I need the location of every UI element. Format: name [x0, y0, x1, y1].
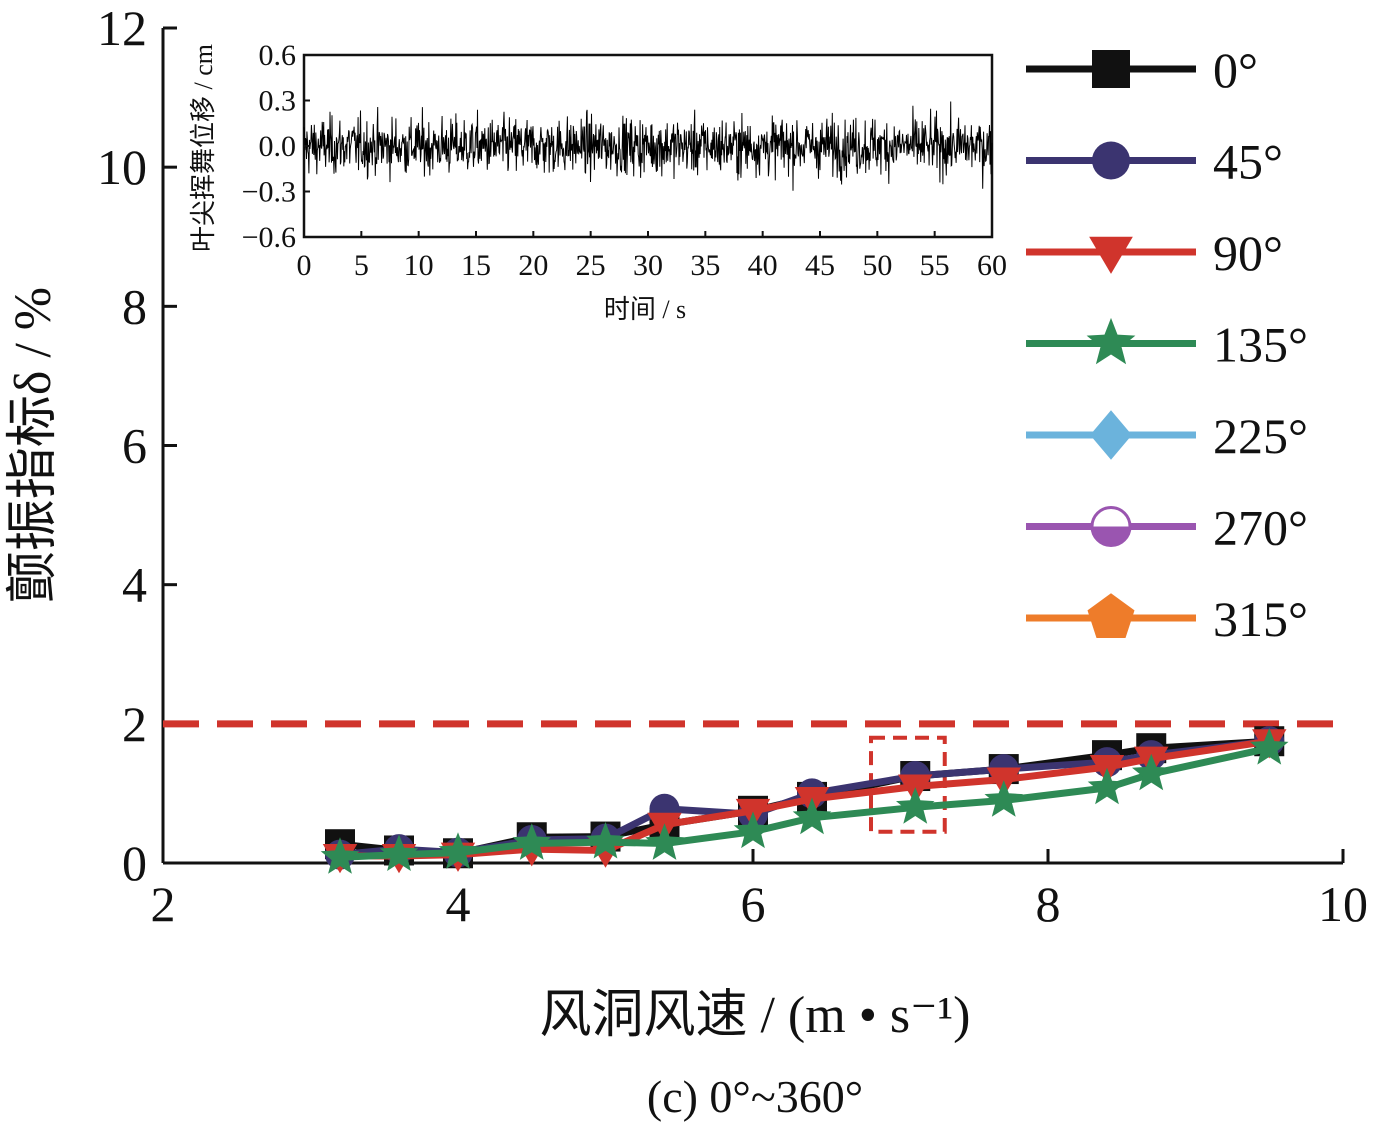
legend-label: 135°	[1213, 317, 1308, 373]
inset-x-tick-label: 45	[805, 249, 835, 282]
y-tick-label: 10	[97, 139, 147, 195]
figure-caption: (c) 0°~360°	[647, 1071, 863, 1122]
legend: 0° 45° 90° 135° 225° 270° 315°	[1026, 42, 1308, 647]
triangle-marker	[1089, 236, 1133, 274]
legend-item: 0°	[1026, 42, 1258, 98]
y-tick-label: 4	[122, 557, 147, 613]
legend-label: 315°	[1213, 591, 1308, 647]
half-circle-outline	[1090, 506, 1132, 547]
legend-label: 90°	[1213, 225, 1283, 281]
inset-y-tick-label: 0.0	[259, 130, 297, 163]
star-marker	[320, 837, 360, 874]
inset-signal	[303, 101, 993, 191]
star-marker	[1250, 727, 1289, 765]
inset-x-tick-label: 50	[862, 249, 892, 282]
inset-x-tick-label: 60	[977, 249, 1007, 282]
half-circle-bottom	[1092, 526, 1130, 546]
legend-label: 45°	[1213, 134, 1283, 190]
legend-item: 270°	[1026, 500, 1308, 556]
inset-y-tick-label: −0.6	[242, 221, 296, 254]
star-marker	[792, 797, 832, 835]
inset-x-tick-label: 55	[920, 249, 950, 282]
circle-marker	[1092, 141, 1130, 180]
series-3	[320, 727, 1289, 874]
x-tick-label: 4	[446, 876, 471, 932]
inset-x-tick-label: 20	[518, 249, 548, 282]
star-marker	[1087, 767, 1127, 805]
star-marker	[896, 787, 935, 824]
star-marker	[586, 821, 625, 859]
pentagon-marker	[1087, 593, 1135, 638]
star-marker	[1132, 753, 1171, 791]
star-marker	[512, 823, 551, 860]
star-marker	[379, 834, 419, 871]
diamond-marker	[1090, 410, 1132, 460]
legend-item: 90°	[1026, 225, 1283, 281]
y-tick-label: 2	[122, 696, 147, 752]
legend-item: 315°	[1026, 591, 1308, 647]
inset-chart: 0 5 10 15 20 25 30 35 40 45 50 55 60 −0.6 −0.3 0.0 0.3 0.…	[242, 39, 1007, 282]
star-marker	[438, 832, 478, 869]
legend-label: 270°	[1213, 500, 1308, 556]
square-marker	[1092, 50, 1130, 88]
legend-label: 0°	[1213, 42, 1258, 98]
y-tick-label: 12	[97, 0, 147, 56]
y-tick-label: 8	[122, 278, 147, 334]
star-marker	[984, 780, 1023, 817]
star-marker	[645, 823, 684, 860]
x-axis-label: 风洞风速 / (m • s⁻¹)	[539, 987, 970, 1044]
x-tick-label: 2	[151, 876, 176, 932]
inset-x-tick-label: 0	[297, 249, 312, 282]
y-tick-label: 6	[122, 418, 147, 474]
star-marker	[1086, 317, 1136, 365]
inset-x-tick-label: 10	[404, 249, 434, 282]
half-circle-top	[1092, 507, 1130, 527]
x-tick-label: 10	[1318, 876, 1368, 932]
x-tick-label: 8	[1036, 876, 1061, 932]
inset-y-tick-label: 0.3	[259, 85, 297, 118]
inset-x-tick-label: 30	[633, 249, 663, 282]
inset-y-tick-label: −0.3	[242, 176, 296, 209]
inset-x-axis-label: 时间 / s	[604, 295, 686, 324]
y-axis-label: 颤振指标δ / %	[5, 287, 62, 603]
legend-item: 45°	[1026, 134, 1283, 190]
legend-item: 225°	[1026, 408, 1308, 464]
y-tick-label: 0	[122, 835, 147, 891]
legend-label: 225°	[1213, 408, 1308, 464]
inset-y-axis-label: 叶尖挥舞位移 / cm	[189, 44, 218, 252]
x-tick-label: 6	[741, 876, 766, 932]
inset-y-tick-label: 0.6	[259, 39, 297, 72]
inset-x-tick-label: 25	[576, 249, 606, 282]
inset-x-tick-label: 40	[748, 249, 778, 282]
main-series	[163, 720, 1343, 874]
inset-x-tick-label: 15	[461, 249, 491, 282]
inset-x-tick-label: 5	[354, 249, 369, 282]
legend-item: 135°	[1026, 317, 1308, 373]
inset-x-tick-label: 35	[690, 249, 720, 282]
star-marker	[733, 811, 773, 849]
